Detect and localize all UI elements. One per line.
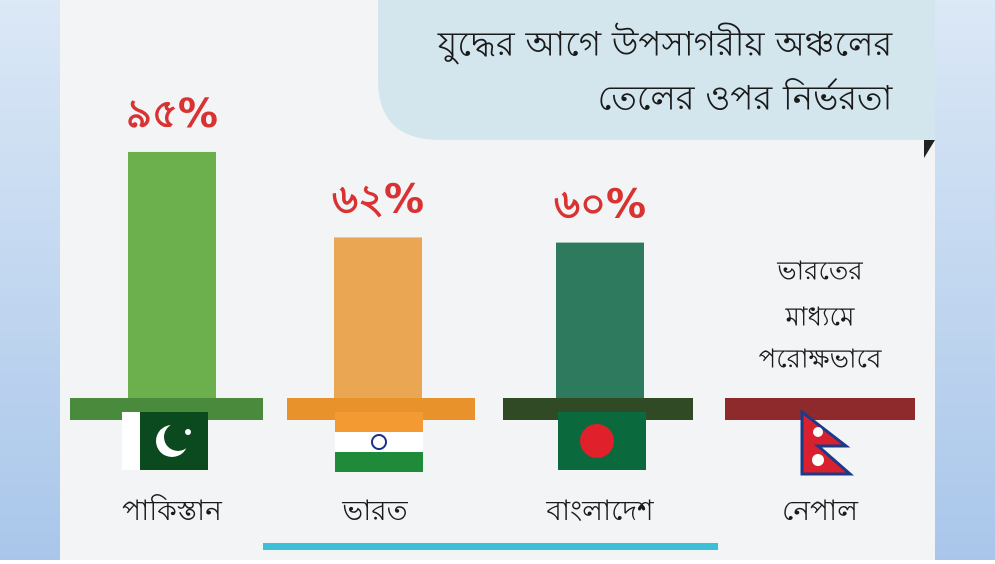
- flag-india: [335, 412, 423, 472]
- annotation: পরোক্ষভাবে: [759, 345, 882, 375]
- category-label: পাকিস্তান: [122, 494, 223, 527]
- chart-title: তেলের ওপর নির্ভরতা: [598, 78, 894, 119]
- category-label: ভারত: [341, 494, 408, 527]
- bar-base: [70, 398, 263, 420]
- bar: [556, 242, 644, 398]
- bar: [128, 151, 216, 398]
- category-label: বাংলাদেশ: [545, 494, 654, 527]
- value-label: ৬২%: [332, 176, 424, 222]
- bar: [334, 237, 422, 398]
- chart-title: যুদ্ধের আগে উপসাগরীয় অঞ্চলের: [437, 23, 894, 65]
- flag-pakistan: [122, 412, 208, 470]
- category-label: নেপাল: [782, 494, 859, 527]
- title-corner: [924, 140, 935, 158]
- value-label: ৯৫%: [126, 91, 218, 137]
- annotation: মাধ্যমে: [785, 303, 856, 333]
- title-box: [378, 0, 935, 140]
- bar-base: [725, 398, 915, 420]
- bottom-stripe: [263, 543, 718, 550]
- flag-nepal: [800, 408, 854, 476]
- bar-base: [287, 398, 475, 420]
- value-label: ৬০%: [554, 182, 646, 228]
- flag-bangladesh: [558, 412, 646, 470]
- annotation: ভারতের: [776, 257, 863, 287]
